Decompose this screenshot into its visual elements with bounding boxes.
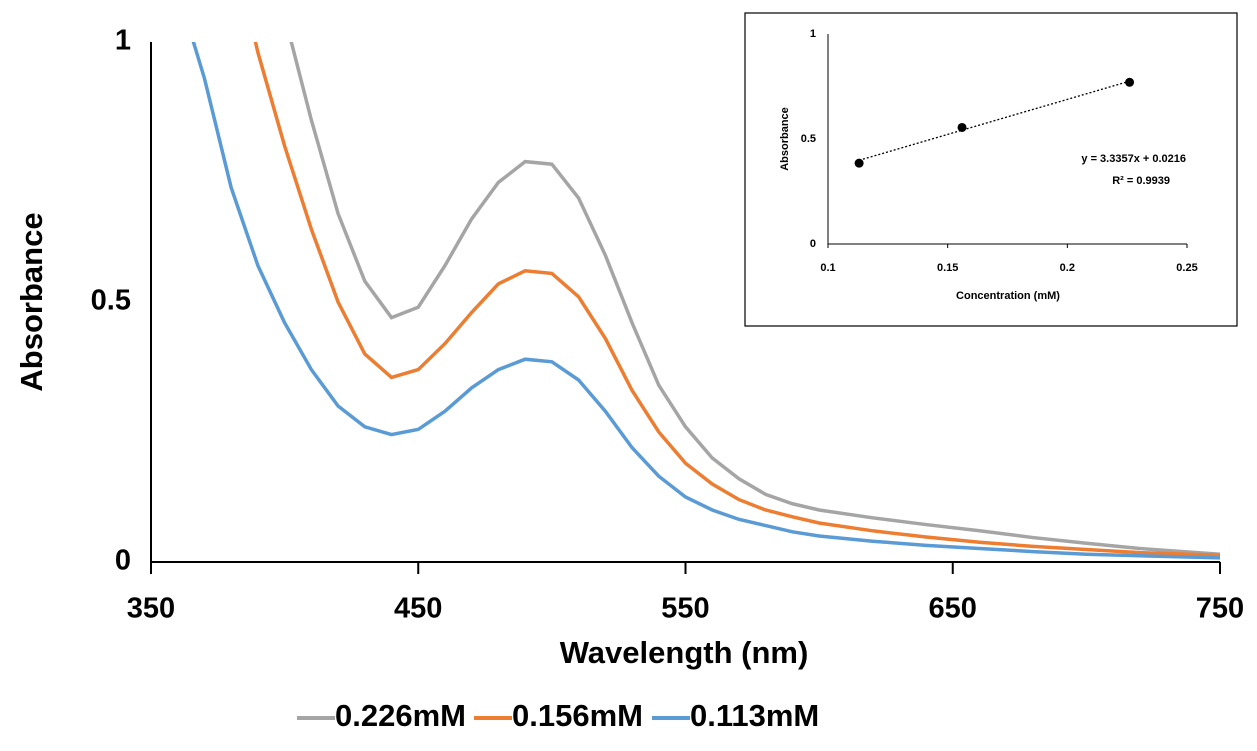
y-tick-label: 0 (115, 545, 131, 577)
trendline (858, 80, 1130, 161)
y-tick-label: 0 (810, 238, 816, 250)
y-tick-label: 1 (810, 28, 816, 40)
legend-label: 0.226mM (335, 698, 466, 733)
inset-y-title: Absorbance (779, 107, 791, 171)
x-tick-label: 0.25 (1176, 262, 1197, 274)
x-tick-label: 650 (929, 593, 977, 625)
legend-label: 0.113mM (690, 698, 819, 733)
x-tick-label: 550 (661, 593, 709, 625)
point (854, 158, 864, 168)
point (1125, 77, 1135, 87)
trend-equation: y = 3.3357x + 0.0216 (1081, 153, 1186, 165)
x-tick-label: 450 (394, 593, 442, 625)
series-line (253, 42, 1221, 557)
y-tick-label: 0.5 (91, 285, 131, 317)
point (957, 122, 967, 132)
x-tick-label: 0.2 (1060, 262, 1075, 274)
inset-frame (744, 12, 1238, 327)
trend-r2: R² = 0.9939 (1112, 175, 1170, 187)
inset-x-title: Concentration (mM) (956, 290, 1060, 302)
x-tick-label: 0.1 (820, 262, 835, 274)
x-axis-title: Wavelength (nm) (560, 635, 809, 670)
x-tick-label: 350 (127, 593, 175, 625)
series-line (191, 42, 1221, 560)
y-axis-title: Absorbance (14, 212, 49, 391)
y-tick-label: 0.5 (801, 133, 816, 145)
x-tick-label: 750 (1196, 593, 1244, 625)
y-tick-label: 1 (115, 25, 131, 57)
x-tick-label: 0.15 (937, 262, 958, 274)
legend-label: 0.156mM (512, 698, 643, 733)
series-line (289, 42, 1221, 556)
